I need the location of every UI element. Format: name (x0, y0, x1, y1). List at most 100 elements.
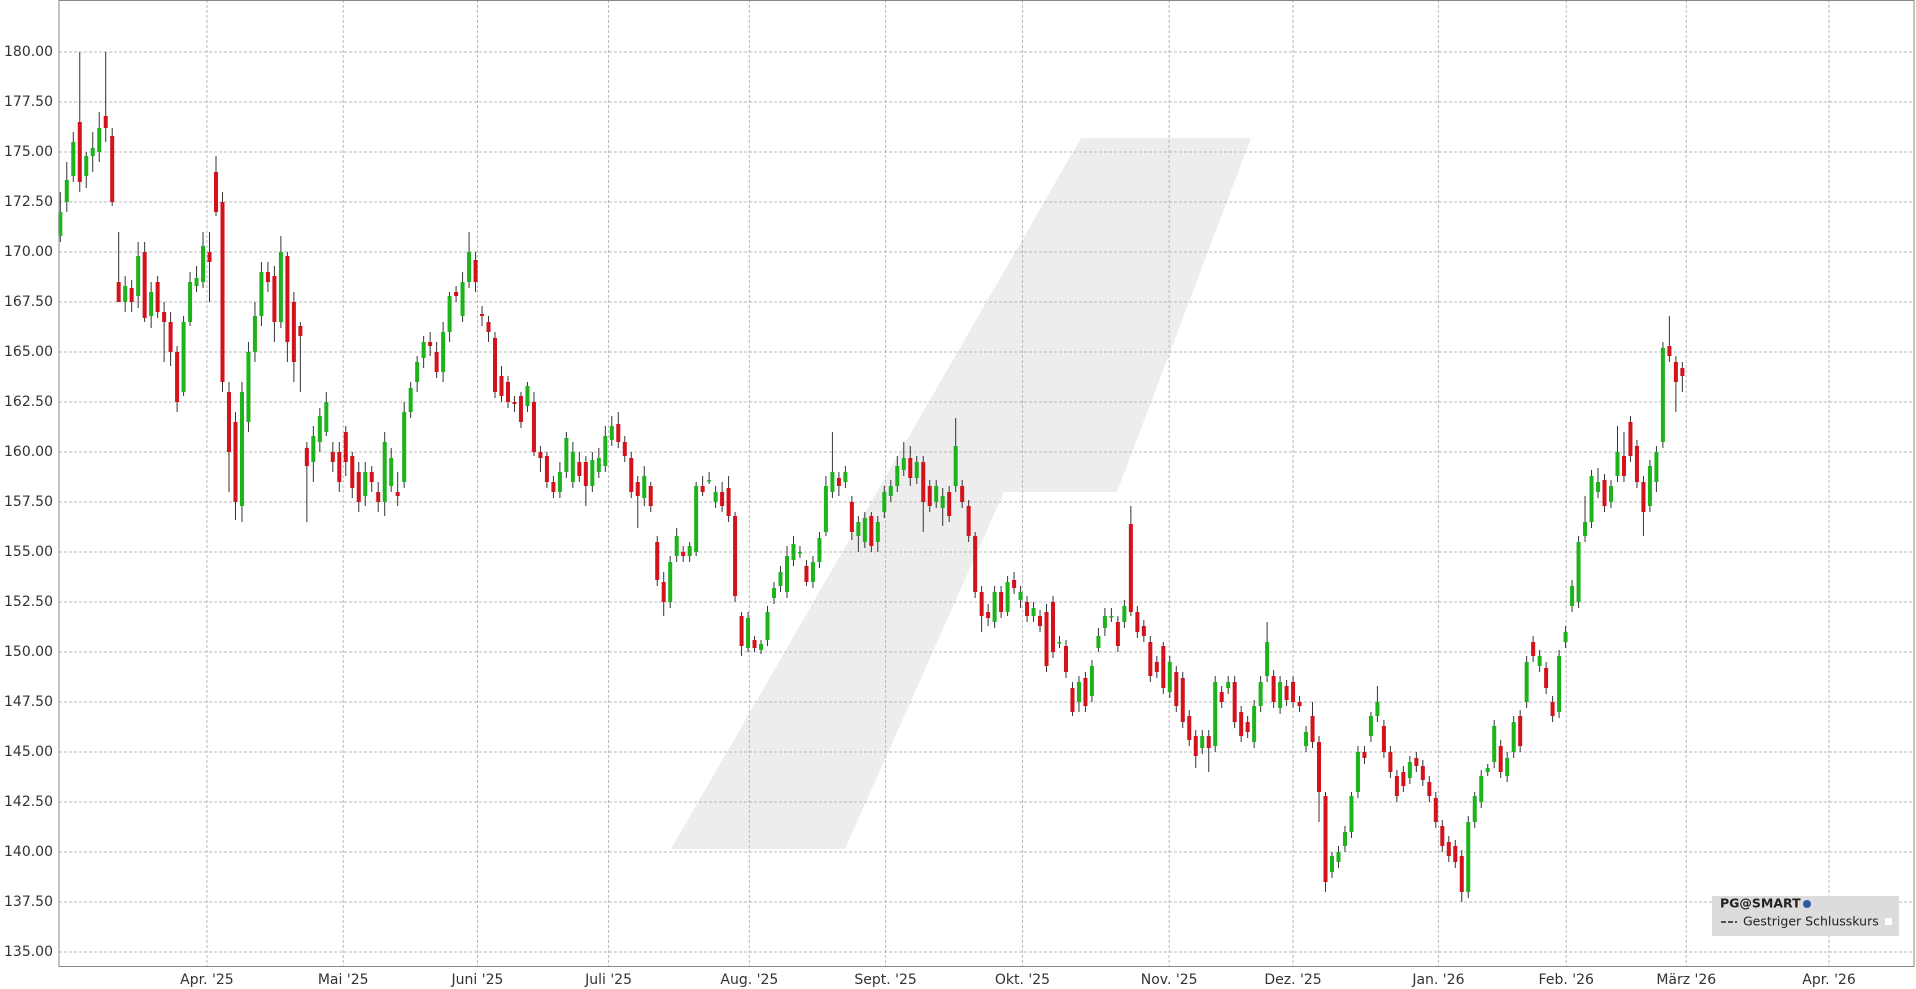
candle-body (1524, 662, 1529, 702)
plot-frame (58, 0, 1915, 967)
candle-body (1193, 736, 1198, 756)
candle-body (875, 522, 880, 542)
candle-body (1038, 616, 1043, 626)
candle-body (356, 472, 361, 502)
candle-body (1096, 636, 1101, 648)
candle-body (934, 486, 939, 502)
candle-body (1472, 796, 1477, 822)
candle-body (473, 260, 478, 282)
candle-body (1083, 678, 1088, 706)
candle-body (1381, 726, 1386, 752)
candle-body (369, 472, 374, 482)
y-tick-label: 170.00 (4, 244, 53, 260)
candle-body (817, 538, 822, 562)
candle-body (661, 582, 666, 602)
candle-body (1433, 798, 1438, 822)
candle-body (616, 424, 621, 442)
candle-body (1485, 768, 1490, 772)
candle-body (1109, 616, 1114, 618)
candle-body (525, 386, 530, 406)
candle-body (1291, 682, 1296, 702)
candle-body (1667, 346, 1672, 356)
y-tick-label: 157.50 (4, 494, 53, 510)
candle-body (570, 452, 575, 482)
candle-body (784, 556, 789, 592)
y-tick-label: 135.00 (4, 944, 53, 960)
candle-body (908, 458, 913, 478)
candle-body (1226, 682, 1231, 688)
candle-body (207, 252, 212, 262)
candle-body (707, 480, 712, 482)
candle-body (979, 592, 984, 616)
candle-body (493, 338, 498, 392)
candle-body (1349, 796, 1354, 832)
candle-body (590, 460, 595, 486)
candle-body (999, 592, 1004, 612)
candle-body (862, 518, 867, 542)
candle-body (1239, 712, 1244, 736)
candle-body (1563, 632, 1568, 642)
candle-body (181, 322, 186, 392)
candle-body (1018, 592, 1023, 600)
candle-body (337, 452, 342, 482)
candle-body (830, 472, 835, 492)
y-tick-label: 165.00 (4, 344, 53, 360)
candle-body (1608, 486, 1614, 502)
candle-body (927, 486, 932, 506)
candle-body (343, 432, 348, 462)
candle-body (1161, 646, 1166, 688)
candle-body (1317, 742, 1322, 792)
y-tick-label: 152.50 (4, 594, 53, 610)
candle-body (1394, 776, 1399, 796)
candle-body (1044, 612, 1049, 666)
candle-body (1258, 682, 1263, 706)
candle-body (402, 412, 407, 482)
candle-body (1025, 602, 1030, 616)
candle-body (1102, 616, 1107, 628)
candle-body (609, 426, 614, 440)
candle-body (1089, 666, 1094, 696)
candle-body (116, 282, 121, 302)
candle-body (272, 276, 277, 322)
candle-body (765, 612, 770, 640)
candle-body (947, 492, 952, 516)
candle-body (1310, 716, 1315, 742)
candle-body (804, 566, 809, 582)
candle-body (843, 472, 848, 482)
candle-body (77, 122, 82, 182)
candle-body (940, 496, 945, 508)
candle-body (882, 492, 887, 512)
candle-body (538, 452, 543, 458)
candle-body (681, 552, 686, 556)
y-tick-label: 142.50 (4, 794, 53, 810)
x-tick-label: Dez. '25 (1264, 972, 1321, 988)
candle-body (1466, 822, 1471, 892)
candle-body (1304, 732, 1309, 746)
candle-body (1602, 480, 1607, 506)
y-tick-label: 155.00 (4, 544, 53, 560)
candle-body (1154, 662, 1159, 672)
candle-body (259, 272, 264, 316)
candle-body (986, 612, 991, 618)
candle-body (428, 342, 433, 346)
candle-body (188, 282, 193, 322)
candle-body (810, 562, 815, 582)
candle-body (1115, 622, 1120, 646)
x-tick-label: Nov. '25 (1141, 972, 1198, 988)
candle-body (460, 282, 465, 316)
candle-body (395, 492, 400, 496)
x-tick-label: Sept. '25 (854, 972, 916, 988)
y-tick-label: 147.50 (4, 694, 53, 710)
candle-body (376, 492, 381, 502)
candle-body (1654, 452, 1659, 482)
candle-body (1583, 522, 1588, 536)
candle-body (1180, 678, 1185, 722)
candle-body (687, 546, 692, 556)
candle-body (700, 486, 705, 492)
candle-body (849, 502, 854, 532)
y-tick-label: 167.50 (4, 294, 53, 310)
candle-body (921, 462, 926, 502)
candle-body (1368, 716, 1373, 736)
candle-body (759, 644, 764, 650)
candle-body (350, 456, 355, 488)
